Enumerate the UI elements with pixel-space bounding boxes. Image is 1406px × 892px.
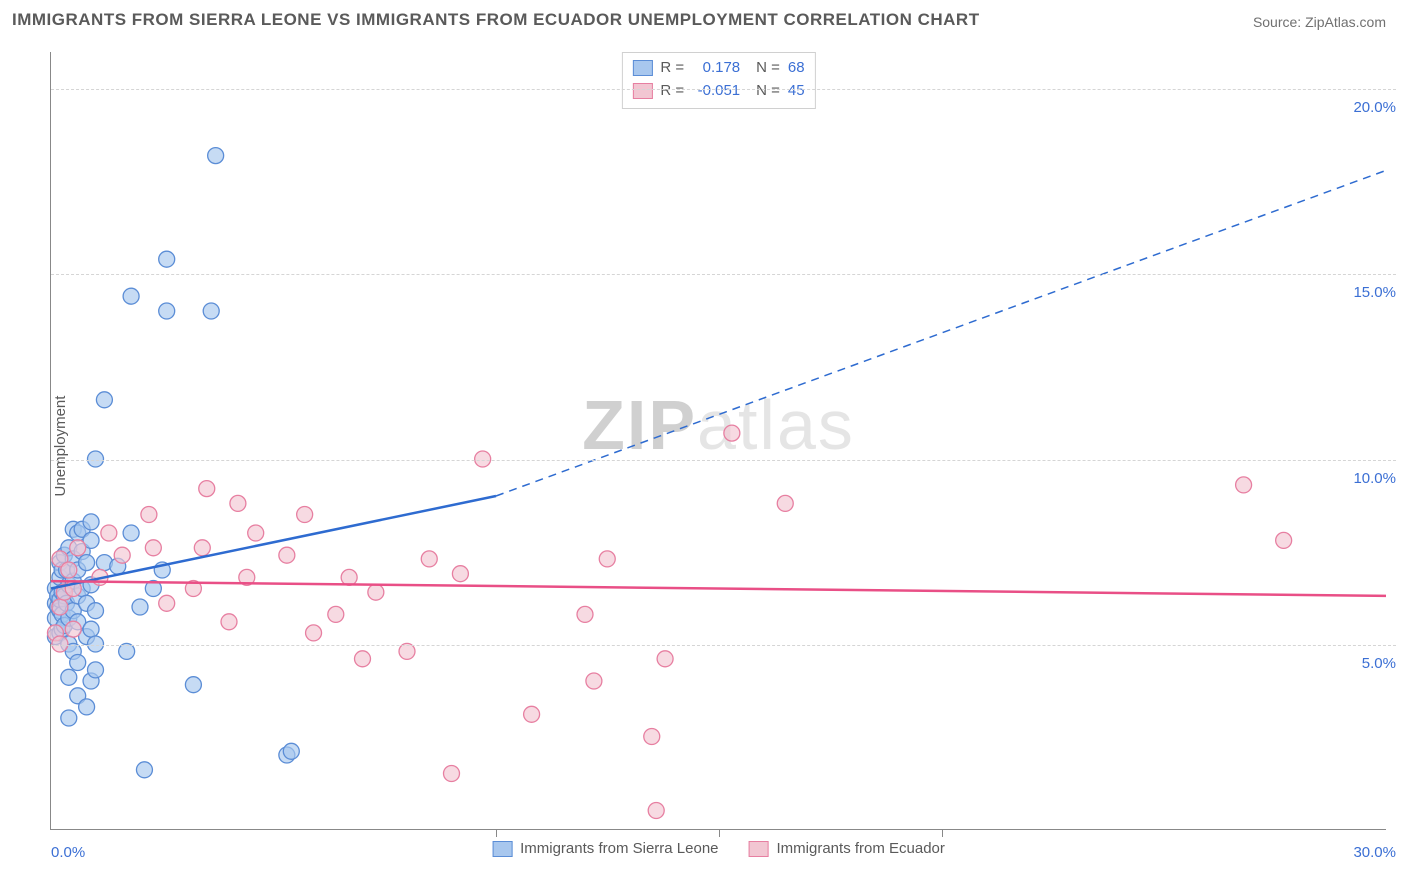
scatter-point [101, 525, 117, 541]
scatter-point [123, 525, 139, 541]
scatter-point [96, 392, 112, 408]
scatter-point [368, 584, 384, 600]
scatter-point [444, 766, 460, 782]
r-label: R = [660, 57, 684, 80]
x-axis-tick-end: 30.0% [1353, 844, 1396, 861]
scatter-svg [51, 52, 1386, 829]
scatter-point [203, 303, 219, 319]
scatter-point [648, 803, 664, 819]
scatter-point [61, 562, 77, 578]
x-axis-tick-mark [496, 829, 497, 837]
y-axis-tick: 20.0% [1353, 99, 1396, 116]
scatter-point [145, 540, 161, 556]
legend-label-series2: Immigrants from Ecuador [777, 840, 945, 857]
scatter-point [199, 481, 215, 497]
scatter-point [328, 606, 344, 622]
regression-line [51, 581, 1386, 596]
x-axis-tick-start: 0.0% [51, 844, 85, 861]
legend-row-series1: R = 0.178 N = 68 [632, 57, 804, 80]
scatter-point [297, 507, 313, 523]
n-value-series1: 68 [788, 57, 805, 80]
scatter-point [421, 551, 437, 567]
scatter-point [221, 614, 237, 630]
scatter-point [452, 566, 468, 582]
gridline-h [51, 460, 1396, 461]
gridline-h [51, 274, 1396, 275]
y-axis-tick: 15.0% [1353, 284, 1396, 301]
scatter-point [132, 599, 148, 615]
scatter-point [399, 643, 415, 659]
legend-swatch-series1 [632, 60, 652, 76]
scatter-point [159, 251, 175, 267]
legend-label-series1: Immigrants from Sierra Leone [520, 840, 718, 857]
r-value-series1: 0.178 [692, 57, 740, 80]
scatter-point [777, 495, 793, 511]
scatter-point [79, 699, 95, 715]
scatter-point [70, 655, 86, 671]
scatter-point [52, 599, 68, 615]
scatter-point [194, 540, 210, 556]
n-label: N = [756, 57, 780, 80]
regression-line-extrapolated [496, 170, 1386, 496]
scatter-point [159, 303, 175, 319]
scatter-point [114, 547, 130, 563]
scatter-point [136, 762, 152, 778]
series-legend: Immigrants from Sierra Leone Immigrants … [492, 840, 945, 857]
scatter-point [524, 706, 540, 722]
scatter-point [724, 425, 740, 441]
scatter-point [644, 729, 660, 745]
scatter-point [83, 621, 99, 637]
r-label: R = [660, 80, 684, 103]
scatter-point [279, 547, 295, 563]
scatter-point [88, 662, 104, 678]
legend-swatch-series2-bottom [749, 841, 769, 857]
scatter-point [283, 743, 299, 759]
scatter-point [185, 677, 201, 693]
r-value-series2: -0.051 [692, 80, 740, 103]
scatter-point [61, 669, 77, 685]
gridline-h [51, 89, 1396, 90]
scatter-point [61, 710, 77, 726]
chart-plot-area: ZIPatlas R = 0.178 N = 68 R = -0.051 N =… [50, 52, 1386, 830]
scatter-point [70, 540, 86, 556]
scatter-point [355, 651, 371, 667]
correlation-legend: R = 0.178 N = 68 R = -0.051 N = 45 [621, 52, 815, 109]
y-axis-tick: 10.0% [1353, 470, 1396, 487]
scatter-point [230, 495, 246, 511]
scatter-point [119, 643, 135, 659]
scatter-point [248, 525, 264, 541]
page-title: IMMIGRANTS FROM SIERRA LEONE VS IMMIGRAN… [12, 10, 980, 30]
scatter-point [306, 625, 322, 641]
source-attribution: Source: ZipAtlas.com [1253, 14, 1386, 30]
scatter-point [208, 148, 224, 164]
legend-row-series2: R = -0.051 N = 45 [632, 80, 804, 103]
scatter-point [83, 514, 99, 530]
scatter-point [65, 621, 81, 637]
scatter-point [341, 569, 357, 585]
n-value-series2: 45 [788, 80, 805, 103]
gridline-h [51, 645, 1396, 646]
legend-swatch-series1-bottom [492, 841, 512, 857]
scatter-point [141, 507, 157, 523]
scatter-point [159, 595, 175, 611]
scatter-point [123, 288, 139, 304]
scatter-point [657, 651, 673, 667]
legend-swatch-series2 [632, 83, 652, 99]
scatter-point [577, 606, 593, 622]
scatter-point [79, 555, 95, 571]
scatter-point [1276, 532, 1292, 548]
n-label: N = [756, 80, 780, 103]
regression-line [51, 496, 496, 589]
scatter-point [586, 673, 602, 689]
scatter-point [88, 603, 104, 619]
legend-item-series1: Immigrants from Sierra Leone [492, 840, 718, 857]
x-axis-tick-mark [942, 829, 943, 837]
y-axis-tick: 5.0% [1362, 655, 1396, 672]
x-axis-tick-mark [719, 829, 720, 837]
legend-item-series2: Immigrants from Ecuador [749, 840, 945, 857]
scatter-point [1236, 477, 1252, 493]
scatter-point [599, 551, 615, 567]
